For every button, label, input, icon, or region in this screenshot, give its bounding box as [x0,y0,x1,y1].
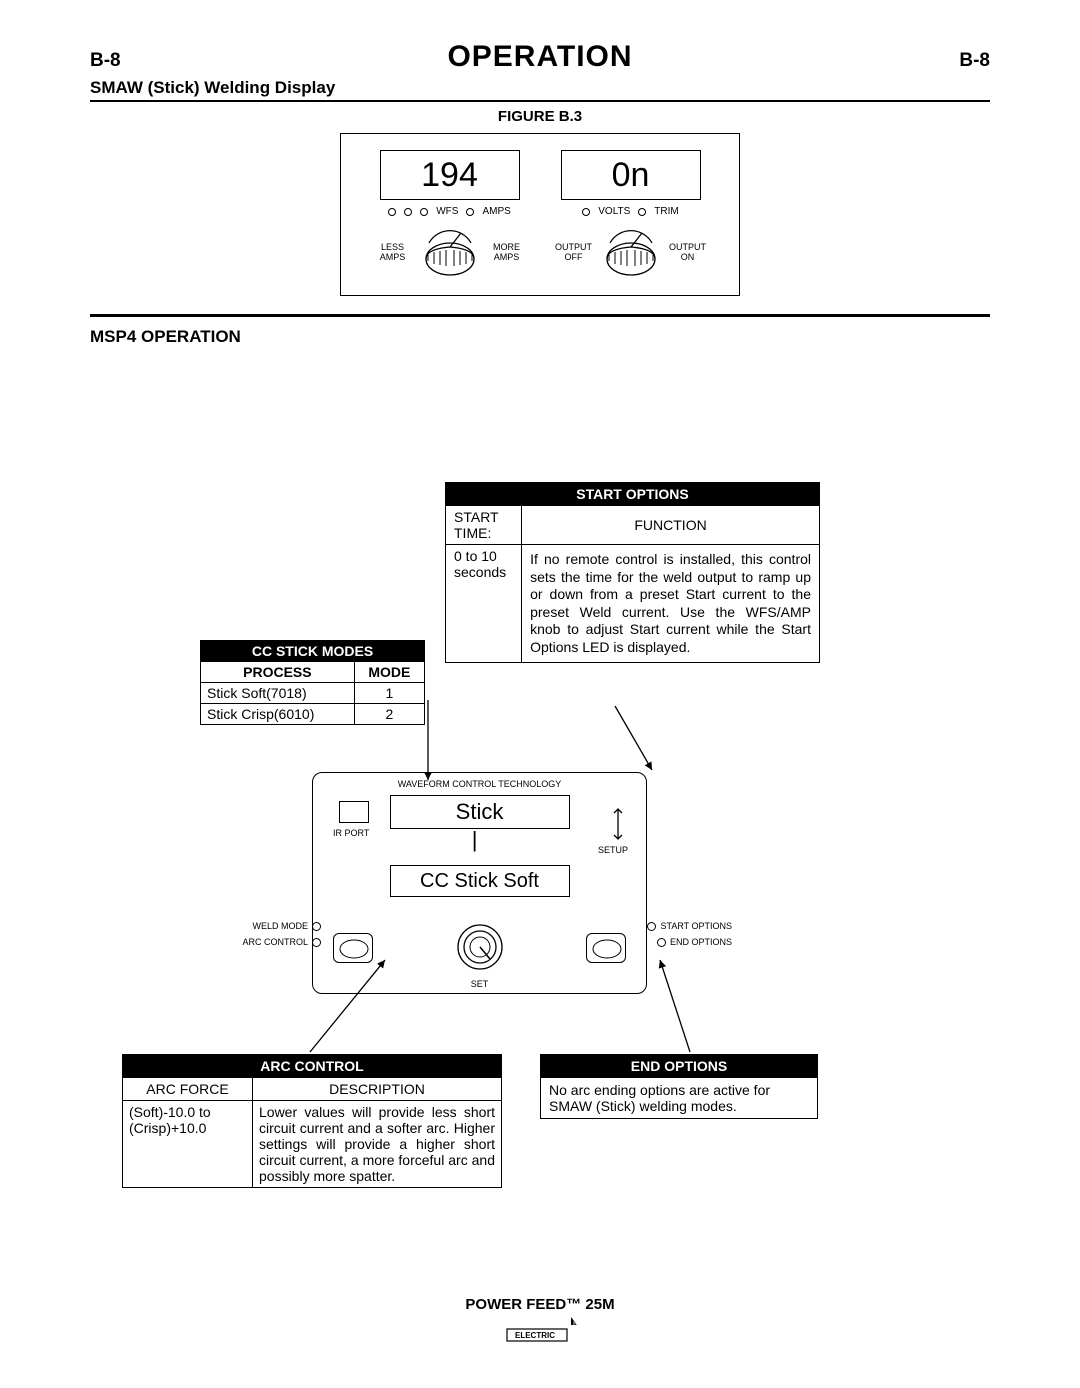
table-cell: 0 to 10 seconds [446,545,522,663]
center-knob-icon [450,919,510,973]
right-led-row: VOLTS TRIM [582,206,679,217]
start-options-table: START OPTIONS START TIME: FUNCTION 0 to … [445,482,820,663]
page-num-left: B-8 [90,50,121,72]
knob-label-right: OUTPUT ON [664,243,712,263]
table-cell: 1 [354,683,424,704]
section-heading: MSP4 OPERATION [90,327,990,347]
right-display: 0n [561,150,701,200]
figure-caption: FIGURE B.3 [90,108,990,125]
product-name: POWER FEED™ 25M [0,1296,1080,1313]
left-knob-row: LESS AMPS MORE AMPS [369,225,531,281]
led-dot [647,922,656,931]
lincoln-logo-icon: LINCOLN ® ELECTRIC [501,1315,579,1348]
knob-label-left: OUTPUT OFF [550,243,598,263]
figure-b3-panel: 194 WFS AMPS LESS AMPS MORE AMPS [340,133,740,296]
arc-control-led: ARC CONTROL [241,937,321,947]
led-dot [420,208,428,216]
right-button [586,933,626,963]
table-title: CC STICK MODES [201,641,425,662]
knob-label-right: MORE AMPS [483,243,531,263]
page-header: B-8 OPERATION B-8 [90,40,990,74]
set-label: SET [471,979,489,989]
setup-label: SETUP [598,845,628,855]
led-label: WELD MODE [252,921,308,931]
setup-arrow-icon [610,805,626,843]
led-dot [312,938,321,947]
divider [90,100,990,102]
table-title: END OPTIONS [541,1055,818,1078]
msp4-panel: WAVEFORM CONTROL TECHNOLOGY Stick || CC … [312,772,647,994]
led-dot [638,208,646,216]
col-header: DESCRIPTION [253,1078,502,1101]
knob-label-left: LESS AMPS [369,243,417,263]
ir-port-label: IR PORT [333,828,369,838]
col-header: MODE [354,662,424,683]
table-title: ARC CONTROL [123,1055,502,1078]
divider-thick [90,314,990,317]
table-cell: Stick Soft(7018) [201,683,355,704]
led-label: VOLTS [598,206,630,217]
col-header: PROCESS [201,662,355,683]
led-label: START OPTIONS [660,921,732,931]
end-options-table: END OPTIONS No arc ending options are ac… [540,1054,818,1119]
left-display: 194 [380,150,520,200]
wct-label: WAVEFORM CONTROL TECHNOLOGY [313,779,646,789]
svg-text:ELECTRIC: ELECTRIC [515,1331,555,1340]
subtitle: SMAW (Stick) Welding Display [90,78,990,98]
knob-icon [419,225,481,281]
led-dot [312,922,321,931]
led-label: ARC CONTROL [242,937,308,947]
figure-left-col: 194 WFS AMPS LESS AMPS MORE AMPS [369,150,531,281]
figure-right-col: 0n VOLTS TRIM OUTPUT OFF OUTPUT ON [550,150,712,281]
msp-bottom-display: CC Stick Soft [390,865,570,897]
led-dot [466,208,474,216]
table-title: START OPTIONS [446,483,820,506]
table-cell: 2 [354,704,424,725]
ir-port-icon [339,801,369,823]
table-cell: Lower values will provide less short cir… [253,1101,502,1188]
weld-mode-led: WELD MODE [241,921,321,931]
cursor-bars: || [472,831,487,849]
led-label: WFS [436,206,458,217]
left-led-row: WFS AMPS [388,206,511,217]
svg-text:®: ® [573,1320,579,1328]
led-dot [388,208,396,216]
svg-text:LINCOLN: LINCOLN [510,1318,554,1329]
page-title: OPERATION [447,40,632,74]
led-dot [657,938,666,947]
led-label: END OPTIONS [670,937,732,947]
page-num-right: B-8 [959,50,990,72]
col-header: FUNCTION [522,506,820,545]
knob-icon [600,225,662,281]
col-header: ARC FORCE [123,1078,253,1101]
end-options-led: END OPTIONS [657,937,732,947]
page-footer: POWER FEED™ 25M LINCOLN ® ELECTRIC [0,1296,1080,1348]
table-cell: If no remote control is installed, this … [522,545,820,663]
arc-control-table: ARC CONTROL ARC FORCE DESCRIPTION (Soft)… [122,1054,502,1188]
table-cell: Stick Crisp(6010) [201,704,355,725]
right-knob-row: OUTPUT OFF OUTPUT ON [550,225,712,281]
start-options-led: START OPTIONS [647,921,732,931]
led-dot [404,208,412,216]
led-label: AMPS [482,206,510,217]
col-header: START TIME: [446,506,522,545]
msp-top-display: Stick [390,795,570,829]
led-label: TRIM [654,206,678,217]
table-cell: (Soft)-10.0 to (Crisp)+10.0 [123,1101,253,1188]
cc-stick-modes-table: CC STICK MODES PROCESS MODE Stick Soft(7… [200,640,425,725]
table-cell: No arc ending options are active for SMA… [541,1078,818,1119]
led-dot [582,208,590,216]
left-button [333,933,373,963]
